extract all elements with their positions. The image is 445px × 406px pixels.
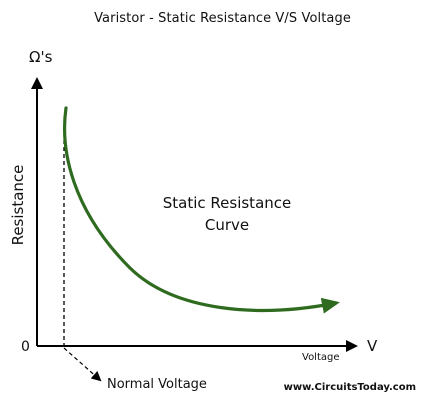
curve-label-line2: Curve: [205, 216, 249, 234]
x-axis-label: Voltage: [302, 352, 340, 363]
curve-label-line1: Static Resistance: [163, 194, 292, 212]
diagram-title: Varistor - Static Resistance V/S Voltage: [94, 11, 351, 26]
normal-voltage-pointer-arrow: [63, 347, 102, 382]
watermark-text: www.CircuitsToday.com: [284, 382, 416, 393]
y-axis-label: Resistance: [9, 165, 27, 246]
normal-voltage-label: Normal Voltage: [107, 377, 207, 392]
x-axis-unit-label: V: [367, 337, 378, 355]
origin-label: 0: [21, 339, 30, 355]
y-axis-unit-label: Ω's: [29, 48, 53, 66]
static-resistance-curve: [63, 106, 340, 314]
